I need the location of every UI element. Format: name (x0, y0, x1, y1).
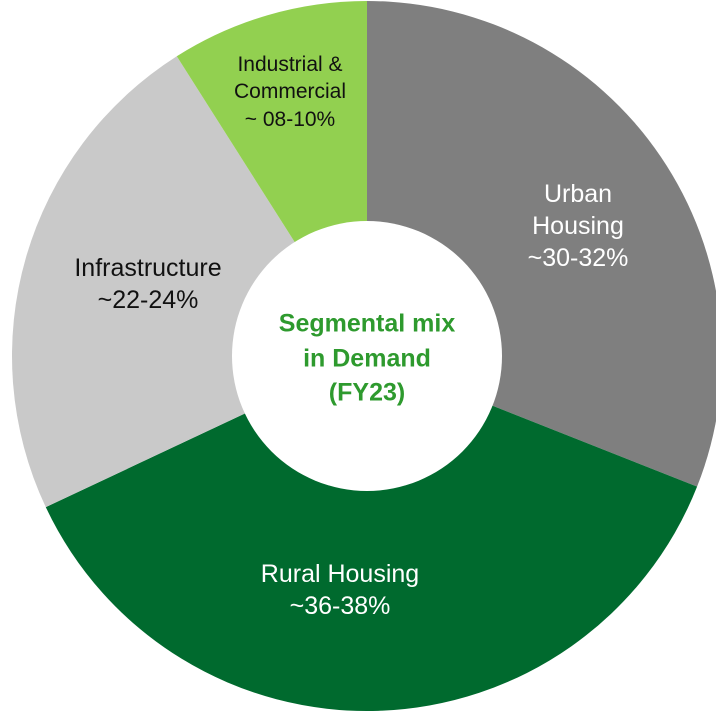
value-label: ~30-32% (527, 244, 629, 272)
category-label: Industrial & Commercial (233, 53, 346, 104)
slice (45, 356, 698, 711)
value-label: ~22-24% (97, 286, 199, 314)
category-label: Rural Housing (260, 560, 420, 588)
slice-label: Industrial & Commercial ~ 08-10% (205, 51, 375, 133)
value-label: ~ 08-10% (244, 107, 336, 131)
slice-label: Urban Housing ~30-32% (503, 178, 653, 274)
slice-label: Infrastructure ~22-24% (38, 252, 258, 316)
chart-title: Segmental mix in Demand (FY23) (278, 309, 456, 407)
slice-label: Rural Housing ~36-38% (190, 558, 490, 622)
value-label: ~36-38% (289, 592, 391, 620)
donut-hole (232, 221, 502, 491)
category-label: Urban Housing (532, 180, 624, 240)
category-label: Infrastructure (74, 254, 222, 282)
